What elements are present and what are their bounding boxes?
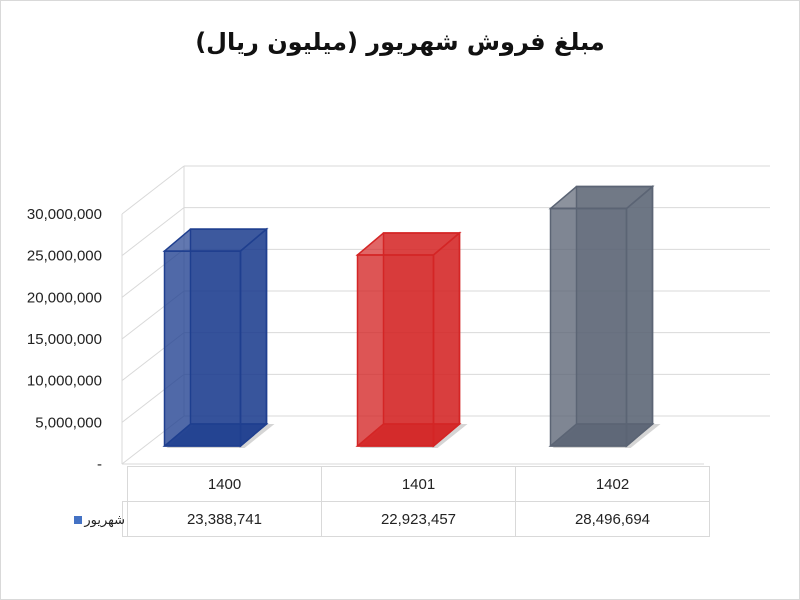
y-tick-label: 15,000,000 [27,331,102,348]
y-axis-ticks: - 5,000,000 10,000,000 15,000,000 20,000,000… [27,206,102,473]
bar-side-face [625,184,654,448]
category-label: 1402 [515,466,710,502]
y-tick-label: 30,000,000 [27,206,102,223]
legend-entry: شهریور [74,501,128,537]
chart-title: مبلغ فروش شهریور (میلیون ریال) [195,28,605,56]
y-tick-label: 20,000,000 [27,289,102,306]
y-tick-label: 25,000,000 [27,248,102,265]
data-label: 28,496,694 [515,501,710,537]
grid-line [121,207,185,257]
category-row: 1400 1401 1402 [123,466,710,502]
bar [355,231,468,448]
bar [548,184,661,448]
category-label: 1401 [321,466,516,502]
y-tick-label: - [97,456,102,473]
bar-side-face [432,231,461,448]
bars [162,184,661,448]
bar-front-face [163,250,242,447]
bar-front-face [356,254,435,447]
bar [162,227,275,448]
category-label: 1400 [127,466,322,502]
data-table: 1400 1401 1402 شهریور 23,388,741 22,923,… [74,466,710,537]
y-tick-label: 10,000,000 [27,373,102,390]
data-label: 22,923,457 [321,501,516,537]
bar-side-face [239,227,268,448]
legend-label: شهریور [84,513,125,528]
grid-line [121,165,185,215]
grid-lines [121,165,770,465]
data-label: 23,388,741 [127,501,322,537]
legend-swatch [74,516,83,525]
bar-front-face [549,207,628,447]
y-tick-label: 5,000,000 [35,414,102,431]
value-row: شهریور 23,388,741 22,923,457 28,496,694 [74,501,710,537]
